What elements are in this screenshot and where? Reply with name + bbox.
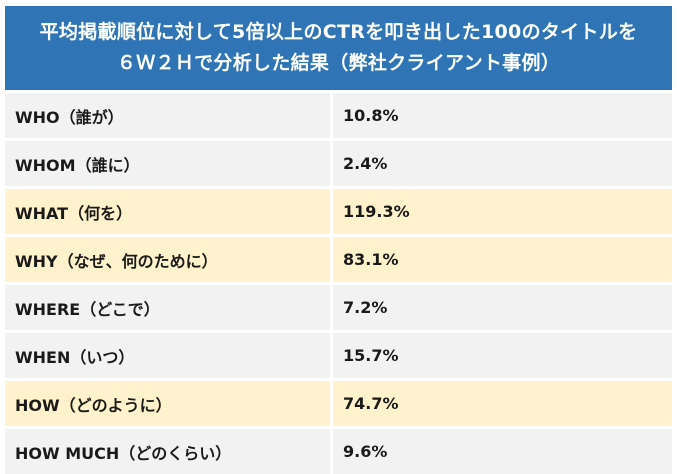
row-value: 119.3% [333, 189, 672, 234]
row-value: 10.8% [333, 93, 672, 138]
row-value: 7.2% [333, 285, 672, 330]
row-value: 15.7% [333, 333, 672, 378]
table-row-highlighted: WHAT（何を） 119.3% [5, 189, 672, 234]
table-row: WHERE（どこで） 7.2% [5, 285, 672, 330]
table-header: 平均掲載順位に対して5倍以上のCTRを叩き出した100のタイトルを ６Ｗ２Ｈで分… [5, 6, 672, 90]
row-label: WHEN（いつ） [5, 333, 330, 378]
row-label: WHAT（何を） [5, 189, 330, 234]
row-value: 2.4% [333, 141, 672, 186]
table-row: WHEN（いつ） 15.7% [5, 333, 672, 378]
header-title-line2: ６Ｗ２Ｈで分析した結果（弊社クライアント事例） [116, 52, 561, 74]
table-row-highlighted: HOW（どのように） 74.7% [5, 381, 672, 426]
row-value: 9.6% [333, 429, 672, 474]
table-row: WHO（誰が） 10.8% [5, 93, 672, 138]
results-table: 平均掲載順位に対して5倍以上のCTRを叩き出した100のタイトルを ６Ｗ２Ｈで分… [5, 6, 672, 474]
row-label: WHY（なぜ、何のために） [5, 237, 330, 282]
row-value: 74.7% [333, 381, 672, 426]
table-row-highlighted: WHY（なぜ、何のために） 83.1% [5, 237, 672, 282]
table-row: WHOM（誰に） 2.4% [5, 141, 672, 186]
row-label: WHERE（どこで） [5, 285, 330, 330]
row-label: HOW（どのように） [5, 381, 330, 426]
row-value: 83.1% [333, 237, 672, 282]
row-label: WHO（誰が） [5, 93, 330, 138]
table-body: WHO（誰が） 10.8% WHOM（誰に） 2.4% WHAT（何を） 119… [5, 93, 672, 474]
header-title-line1: 平均掲載順位に対して5倍以上のCTRを叩き出した100のタイトルを [39, 21, 638, 43]
row-label: WHOM（誰に） [5, 141, 330, 186]
table-row: HOW MUCH（どのくらい） 9.6% [5, 429, 672, 474]
row-label: HOW MUCH（どのくらい） [5, 429, 330, 474]
